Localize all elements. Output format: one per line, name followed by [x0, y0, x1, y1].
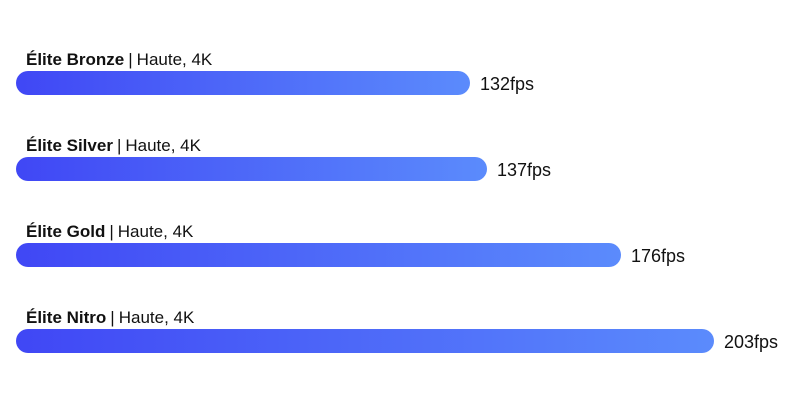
value-label: 137fps: [497, 160, 552, 180]
bar: [16, 71, 470, 95]
category-detail: Haute, 4K: [117, 222, 194, 241]
value-label: 176fps: [631, 246, 686, 266]
label-separator: |: [110, 308, 115, 327]
category-detail: Haute, 4K: [136, 50, 213, 69]
bar-label: Élite Bronze | Haute, 4K: [26, 50, 212, 70]
bar-label: Élite Nitro | Haute, 4K: [26, 308, 194, 328]
bar: [16, 329, 714, 353]
value-label: 203fps: [724, 332, 779, 352]
bar-label: Élite Gold | Haute, 4K: [26, 222, 193, 242]
chart-row: Élite Bronze | Haute, 4K 132fps: [0, 50, 800, 110]
label-separator: |: [109, 222, 114, 241]
label-separator: |: [116, 136, 122, 155]
bar: [16, 243, 621, 267]
category-name: Élite Silver: [26, 136, 113, 155]
category-detail: Haute, 4K: [125, 136, 201, 155]
category-name: Élite Bronze: [26, 50, 125, 69]
category-detail: Haute, 4K: [118, 308, 195, 327]
bar-label: Élite Silver | Haute, 4K: [26, 136, 201, 156]
chart-row: Élite Nitro | Haute, 4K 203fps: [0, 308, 800, 368]
category-name: Élite Nitro: [26, 308, 107, 327]
value-label: 132fps: [480, 74, 535, 94]
bar: [16, 157, 487, 181]
chart-row: Élite Gold | Haute, 4K 176fps: [0, 222, 800, 282]
category-name: Élite Gold: [26, 222, 106, 241]
chart-row: Élite Silver | Haute, 4K 137fps: [0, 136, 800, 196]
label-separator: |: [128, 50, 133, 69]
